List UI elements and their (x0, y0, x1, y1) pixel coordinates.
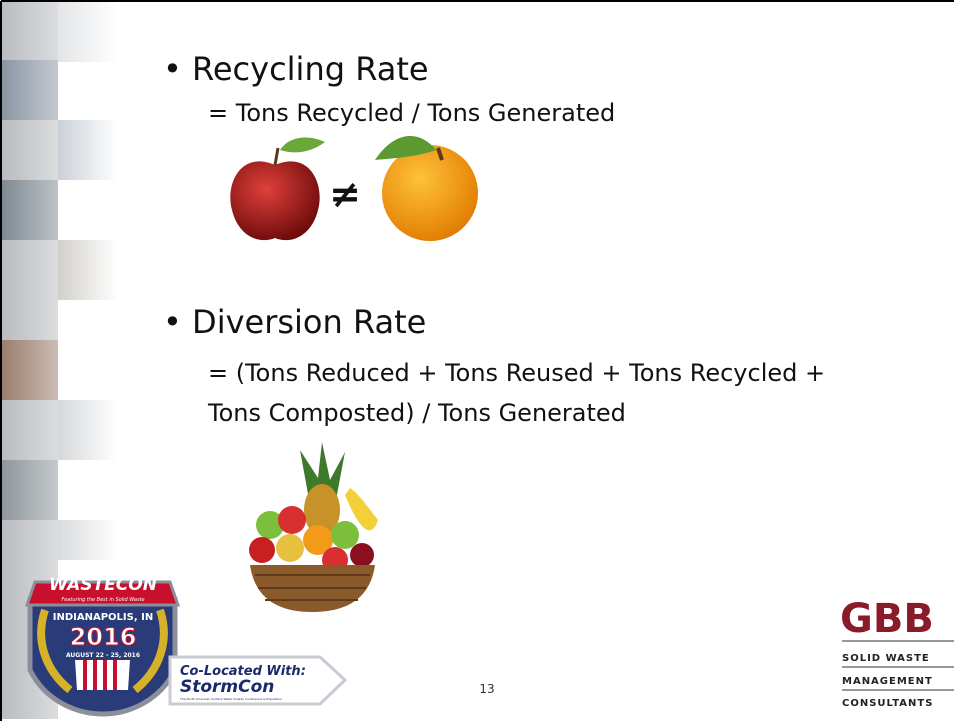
logo-text: WASTECON (49, 575, 157, 595)
logo-text: Featuring the Best in Solid Waste (61, 597, 144, 603)
colocated-banner: Co-Located With: StormCon The North Amer… (168, 655, 348, 706)
formula: Tons Composted) / Tons Generated (207, 399, 626, 427)
logo-text: AUGUST 22 - 25, 2016 (66, 652, 140, 659)
formula: = Tons Recycled / Tons Generated (208, 99, 615, 127)
company-logo: GBB SOLID WASTE MANAGEMENT CONSULTANTS (840, 596, 954, 709)
not-equal: ≠ (329, 172, 361, 216)
bullet-heading: • Recycling Rate (163, 50, 429, 88)
orange (375, 136, 478, 241)
company-line: SOLID WASTE (842, 653, 930, 664)
colocated-name: StormCon (180, 677, 274, 697)
logo-text: SWANA's (60, 569, 95, 577)
company-line: CONSULTANTS (842, 698, 933, 709)
formula: = (Tons Reduced + Tons Reused + Tons Rec… (208, 359, 825, 387)
logo-text: INDIANAPOLIS, IN (53, 612, 153, 623)
apple (230, 137, 325, 241)
bullet-heading: • Diversion Rate (163, 303, 426, 341)
colocated-tagline: The North American Surface Water Quality… (179, 697, 282, 701)
colocated-label: Co-Located With: (180, 664, 306, 679)
fruit-basket (249, 442, 378, 612)
page-number: 13 (479, 682, 494, 696)
company-line: MANAGEMENT (842, 676, 933, 687)
logo-text: 2016 (70, 623, 137, 651)
company-name: GBB (840, 596, 934, 642)
event-logo: SWANA's WASTECON Featuring the Best in S… (24, 569, 181, 717)
